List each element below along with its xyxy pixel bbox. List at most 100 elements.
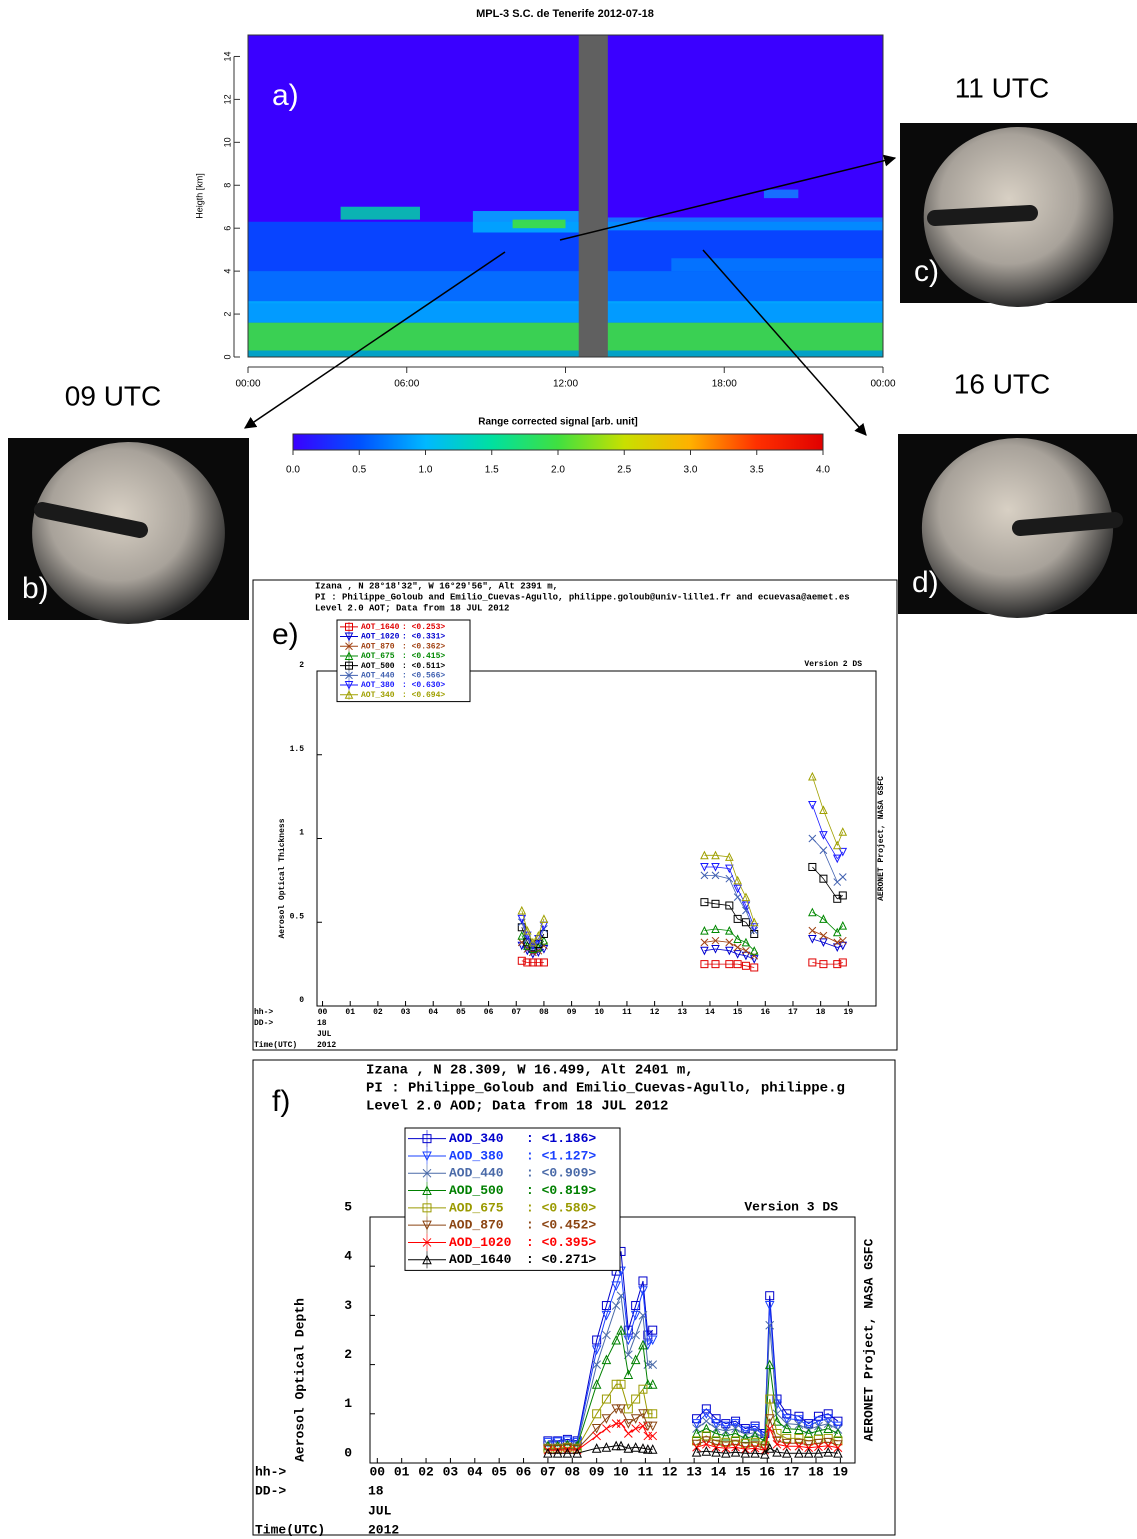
- x-tick-label: 12: [650, 1008, 660, 1017]
- legend-box: [336, 619, 471, 703]
- point: [643, 1421, 653, 1432]
- axis-footer: Time(UTC): [254, 1041, 297, 1050]
- image-time: 11 UTC: [955, 72, 1049, 103]
- point: [648, 1325, 658, 1335]
- point: [764, 1414, 775, 1424]
- point: [782, 1433, 792, 1443]
- legend-name: AOT_380: [361, 681, 395, 690]
- y-tick-label: 10: [222, 137, 232, 147]
- point: [721, 1430, 731, 1441]
- point: [813, 1411, 823, 1421]
- point: [701, 1423, 712, 1434]
- x-tick-label: 11: [638, 1464, 654, 1479]
- image-time: 09 UTC: [65, 380, 161, 411]
- point: [601, 1301, 611, 1311]
- legend-mean: : <0.253>: [402, 623, 445, 632]
- lidar-region: [248, 271, 883, 304]
- legend-marker: [344, 681, 354, 690]
- legend-mean: : <1.186>: [526, 1131, 596, 1146]
- legend-marker: [344, 690, 354, 699]
- point: [631, 1301, 641, 1311]
- y-tick-label: 0: [344, 1445, 352, 1460]
- point: [630, 1414, 641, 1424]
- axis-footer: JUL: [368, 1503, 392, 1518]
- point: [700, 938, 709, 947]
- x-tick-label: 18: [808, 1464, 824, 1479]
- point: [643, 1379, 653, 1389]
- x-tick-label: 00: [370, 1464, 386, 1479]
- x-tick-label: 00: [318, 1008, 328, 1017]
- panel-label: a): [272, 79, 299, 112]
- colorbar-tick-label: 1.0: [419, 465, 433, 476]
- point: [794, 1448, 804, 1458]
- point: [623, 1443, 634, 1453]
- point: [823, 1423, 834, 1434]
- legend-marker: [422, 1254, 432, 1265]
- point: [701, 1416, 711, 1426]
- point: [772, 1409, 782, 1419]
- legend-mean: : <0.511>: [402, 662, 445, 671]
- point: [819, 960, 828, 969]
- point: [741, 951, 751, 961]
- x-tick-label: 19: [833, 1464, 849, 1479]
- point: [808, 958, 817, 967]
- legend-marker: [422, 1238, 432, 1247]
- point: [819, 846, 828, 855]
- point: [711, 924, 720, 933]
- point: [808, 907, 817, 917]
- point: [725, 926, 734, 935]
- point: [691, 1439, 702, 1450]
- point: [765, 1424, 775, 1433]
- point: [814, 1442, 823, 1452]
- x-tick-label: 17: [788, 1008, 798, 1017]
- point: [803, 1421, 814, 1432]
- axis-footer: DD->: [254, 1019, 273, 1028]
- header-line: Level 2.0 AOD; Data from 18 JUL 2012: [366, 1099, 668, 1115]
- point: [838, 941, 848, 951]
- point: [638, 1276, 648, 1286]
- legend-name: AOD_675: [449, 1200, 504, 1215]
- point: [823, 1447, 834, 1457]
- point: [725, 938, 734, 947]
- x-tick-label: 19: [844, 1008, 854, 1017]
- legend-name: AOT_870: [361, 642, 395, 651]
- axis-footer: 2012: [317, 1041, 336, 1050]
- y-tick-label: 1: [344, 1396, 352, 1411]
- point: [543, 1448, 553, 1458]
- axis-footer: 2012: [368, 1522, 399, 1537]
- point: [741, 901, 751, 911]
- lidar-region: [248, 301, 883, 323]
- point: [813, 1438, 824, 1449]
- x-tick-label: 06: [484, 1008, 494, 1017]
- colorbar-tick-label: 2.0: [551, 465, 565, 476]
- point: [725, 901, 734, 910]
- point: [692, 1414, 702, 1424]
- point: [750, 1421, 760, 1431]
- y-axis-label: Aerosol Optical Depth: [292, 1298, 307, 1462]
- point: [838, 827, 848, 836]
- point: [611, 1440, 621, 1451]
- legend-mean: : <1.127>: [526, 1148, 596, 1163]
- colorbar-label: Range corrected signal [arb. unit]: [478, 417, 637, 428]
- point: [611, 1334, 621, 1345]
- panel-label: b): [22, 572, 49, 605]
- point: [750, 1448, 760, 1458]
- x-tick-label: 18: [816, 1008, 826, 1017]
- legend-mean: : <0.415>: [402, 652, 445, 661]
- point: [740, 1426, 751, 1437]
- x-tick-label: 00:00: [870, 379, 895, 390]
- point: [819, 831, 828, 840]
- x-tick-label: 09: [589, 1464, 605, 1479]
- point: [772, 1439, 782, 1449]
- panel-label: f): [272, 1085, 290, 1118]
- point: [838, 936, 847, 945]
- legend-name: AOD_500: [449, 1183, 504, 1198]
- point: [741, 918, 750, 927]
- legend-marker: [422, 1220, 432, 1231]
- x-tick-label: 14: [711, 1464, 727, 1479]
- point: [803, 1440, 814, 1450]
- lidar-region: [763, 189, 799, 199]
- point: [742, 946, 750, 955]
- point: [819, 805, 828, 815]
- point: [623, 1419, 634, 1429]
